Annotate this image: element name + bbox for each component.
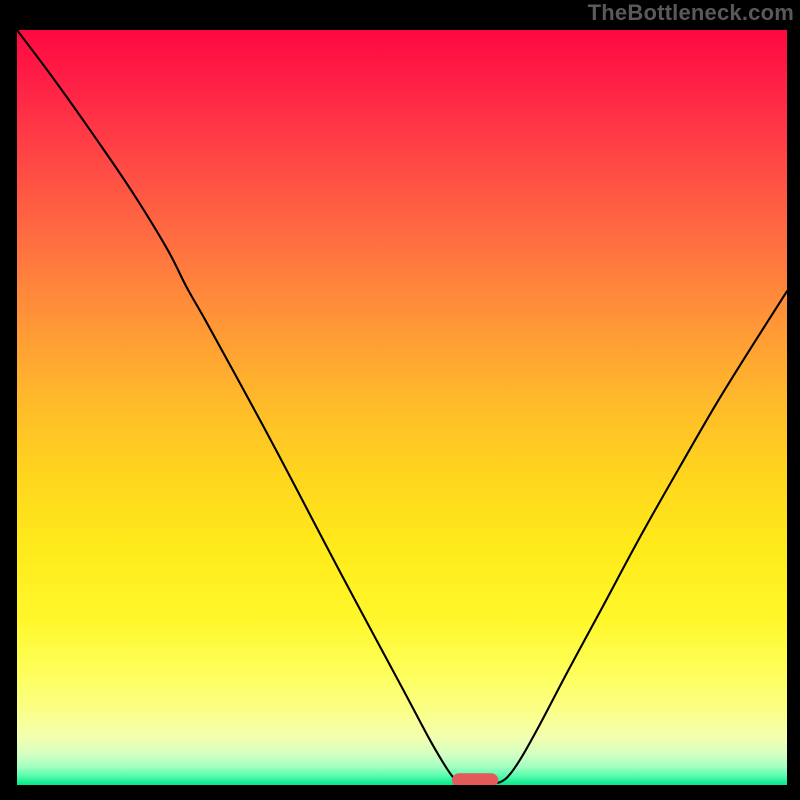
chart-container: { "watermark": { "text": "TheBottleneck.… — [0, 0, 800, 800]
gradient-background — [17, 30, 787, 785]
chart-svg — [17, 30, 787, 785]
watermark-text: TheBottleneck.com — [588, 0, 794, 26]
optimal-marker — [452, 773, 498, 785]
plot-area — [17, 30, 787, 785]
